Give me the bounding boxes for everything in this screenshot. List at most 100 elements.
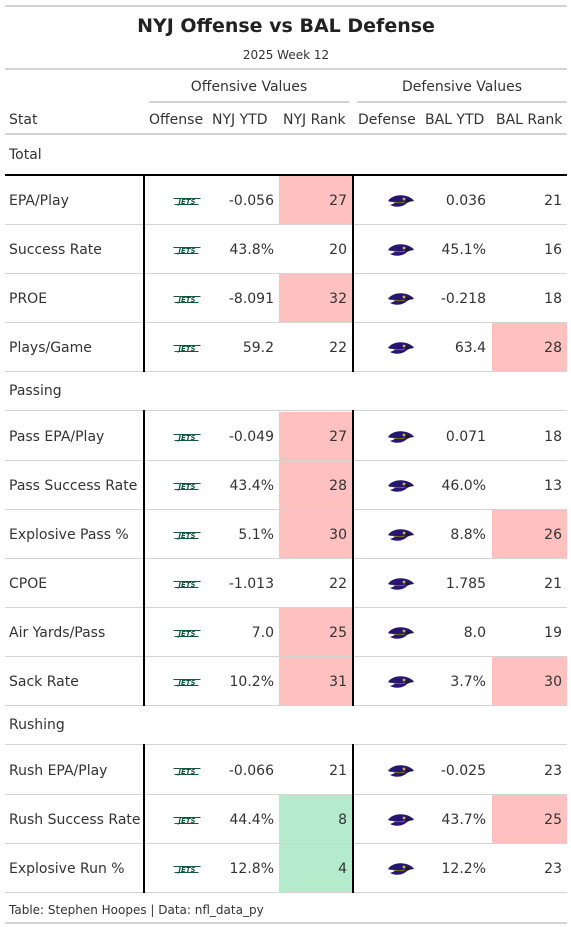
nyj-ytd-value: 43.8% — [229, 241, 274, 258]
nyj-ytd-value: 7.0 — [251, 624, 274, 641]
jets-logo-icon: JETS — [173, 580, 201, 589]
stat-label: PROE — [9, 290, 48, 307]
nyj-ytd-value: 59.2 — [242, 339, 274, 356]
jets-logo-icon: JETS — [173, 816, 201, 825]
jets-logo-icon: JETS — [173, 767, 201, 776]
svg-text:JETS: JETS — [176, 345, 195, 353]
defense-divider — [352, 174, 354, 372]
bal-rank-value: 18 — [544, 428, 562, 445]
row-divider — [5, 322, 567, 323]
group-rule — [5, 744, 567, 745]
bal-ytd-value: 8.8% — [450, 526, 486, 543]
ravens-logo-icon — [388, 341, 414, 354]
jets-logo-icon: JETS — [173, 531, 201, 540]
nyj-rank-value: 22 — [329, 339, 347, 356]
col-bal-ytd: BAL YTD — [425, 112, 485, 128]
column-rule — [5, 133, 567, 135]
jets-logo-icon: JETS — [173, 865, 201, 874]
jets-logo-icon: JETS — [173, 629, 201, 638]
bal-ytd-value: 12.2% — [441, 860, 486, 877]
bal-rank-value: 28 — [544, 339, 562, 356]
bal-rank-highlight — [492, 510, 567, 558]
bal-rank-highlight — [492, 795, 567, 843]
jets-logo-icon: JETS — [173, 482, 201, 491]
nyj-rank-highlight — [279, 412, 352, 460]
jets-logo-icon: JETS — [173, 197, 201, 206]
svg-text:JETS: JETS — [176, 532, 195, 540]
ravens-logo-icon — [388, 243, 414, 256]
nyj-rank-value: 28 — [329, 477, 347, 494]
col-offense: Offense — [149, 112, 204, 128]
ravens-logo-icon — [388, 862, 414, 875]
stat-label: Rush EPA/Play — [9, 762, 108, 779]
row-divider — [5, 705, 567, 706]
nyj-rank-value: 21 — [329, 762, 347, 779]
svg-text:JETS: JETS — [176, 581, 195, 589]
nyj-rank-value: 4 — [338, 860, 347, 877]
offense-divider — [143, 744, 145, 893]
nyj-rank-highlight — [279, 176, 352, 224]
row-divider — [5, 892, 567, 893]
svg-text:JETS: JETS — [176, 630, 195, 638]
bal-rank-value: 16 — [544, 241, 562, 258]
bal-ytd-value: 1.785 — [445, 575, 486, 592]
offense-divider — [143, 174, 145, 372]
row-divider — [5, 273, 567, 274]
svg-text:JETS: JETS — [176, 434, 195, 442]
stat-label: Air Yards/Pass — [9, 624, 106, 641]
nyj-ytd-value: 44.4% — [229, 811, 274, 828]
stat-label: Pass Success Rate — [9, 477, 138, 494]
row-divider — [5, 460, 567, 461]
spanner-defensive-line — [357, 101, 567, 103]
nyj-rank-highlight — [279, 274, 352, 322]
row-divider — [5, 509, 567, 510]
svg-text:JETS: JETS — [176, 817, 195, 825]
svg-text:JETS: JETS — [176, 296, 195, 304]
nyj-rank-value: 8 — [338, 811, 347, 828]
header-rule — [5, 68, 567, 70]
ravens-logo-icon — [388, 675, 414, 688]
bal-ytd-value: 8.0 — [463, 624, 486, 641]
nyj-rank-value: 30 — [329, 526, 347, 543]
nyj-ytd-value: 12.8% — [229, 860, 274, 877]
nyj-ytd-value: -0.056 — [228, 192, 274, 209]
nyj-rank-value: 20 — [329, 241, 347, 258]
row-divider — [5, 843, 567, 844]
nyj-rank-highlight — [279, 461, 352, 509]
nyj-ytd-value: -0.049 — [228, 428, 274, 445]
table-title: NYJ Offense vs BAL Defense — [137, 15, 435, 37]
stat-label: Plays/Game — [9, 339, 92, 356]
row-group-passing: Passing — [9, 383, 62, 399]
stat-label: CPOE — [9, 575, 48, 592]
bal-rank-value: 21 — [544, 575, 562, 592]
bal-rank-value: 19 — [544, 624, 562, 641]
svg-text:JETS: JETS — [176, 247, 195, 255]
nyj-rank-value: 27 — [329, 192, 347, 209]
stat-label: Explosive Run % — [9, 860, 125, 877]
row-group-total: Total — [9, 147, 42, 163]
spanner-offensive-line — [149, 101, 349, 103]
stat-label: Rush Success Rate — [9, 811, 141, 828]
bal-ytd-value: 46.0% — [441, 477, 486, 494]
nyj-rank-highlight — [279, 608, 352, 656]
jets-logo-icon: JETS — [173, 246, 201, 255]
bal-ytd-value: 0.036 — [445, 192, 486, 209]
ravens-logo-icon — [388, 577, 414, 590]
row-group-rushing: Rushing — [9, 717, 65, 733]
bal-ytd-value: 3.7% — [450, 673, 486, 690]
nyj-ytd-value: -1.013 — [228, 575, 274, 592]
nyj-ytd-value: -0.066 — [228, 762, 274, 779]
bal-rank-value: 18 — [544, 290, 562, 307]
ravens-logo-icon — [388, 292, 414, 305]
group-rule — [5, 410, 567, 411]
nyj-rank-highlight — [279, 795, 352, 843]
bal-ytd-value: 45.1% — [441, 241, 486, 258]
bal-rank-value: 30 — [544, 673, 562, 690]
row-divider — [5, 656, 567, 657]
nyj-ytd-value: 5.1% — [238, 526, 274, 543]
offense-divider — [143, 410, 145, 706]
spanner-defensive: Defensive Values — [401, 79, 523, 95]
ravens-logo-icon — [388, 194, 414, 207]
defense-divider — [352, 410, 354, 706]
nyj-rank-value: 27 — [329, 428, 347, 445]
